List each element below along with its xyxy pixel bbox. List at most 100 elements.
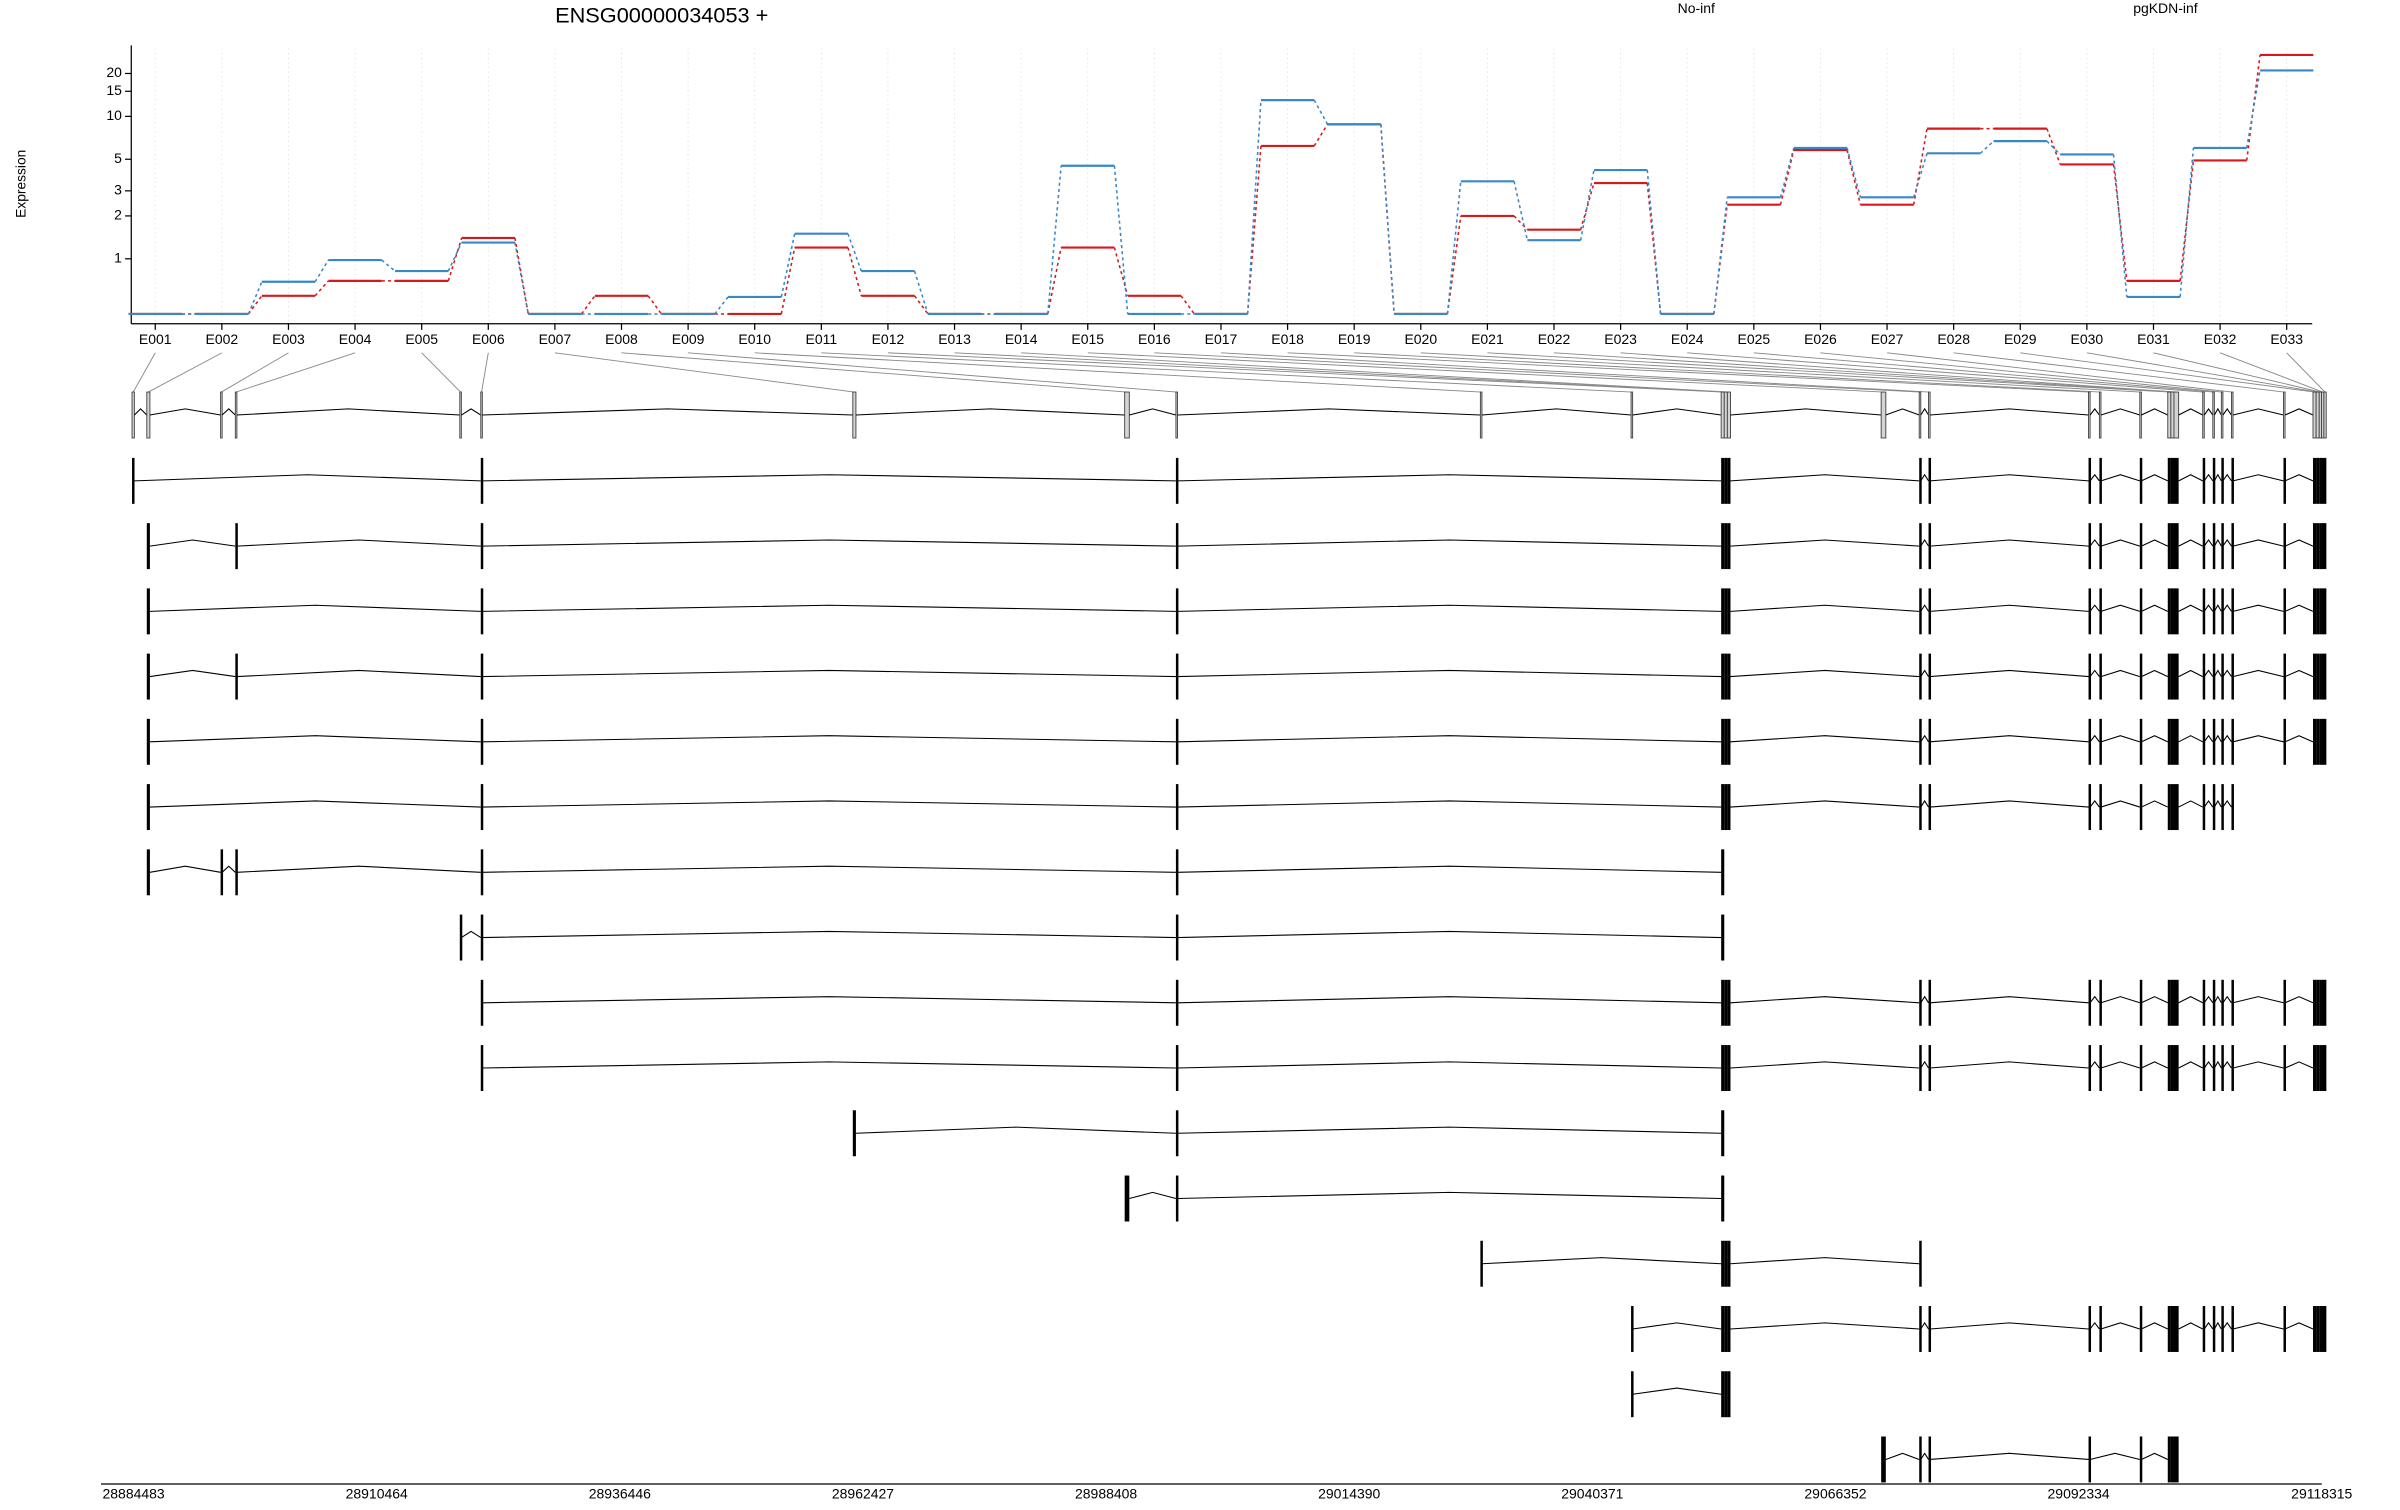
intron <box>2100 735 2140 743</box>
intron <box>2089 1321 2100 1330</box>
transcript-exon <box>2212 718 2216 765</box>
transcript-exon <box>2170 979 2174 1026</box>
transcript-exon <box>2173 588 2179 635</box>
exon-connector <box>421 352 461 393</box>
intron <box>482 408 853 416</box>
intron <box>1177 669 1722 678</box>
intron <box>2089 995 2100 1004</box>
intron <box>1177 930 1722 939</box>
step-connector <box>1180 295 1195 315</box>
intron <box>2141 474 2168 482</box>
intron <box>2222 734 2232 743</box>
transcript-exon <box>2283 718 2286 765</box>
y-tick-label: 5 <box>114 150 122 166</box>
transcript-exon <box>2139 979 2143 1026</box>
intron <box>1177 474 1722 482</box>
transcript-exon <box>2173 979 2179 1026</box>
x-tick-label: E006 <box>472 331 505 347</box>
step-connector <box>247 295 263 315</box>
transcript-exon <box>480 718 484 765</box>
intron <box>2089 473 2100 482</box>
intron <box>1920 669 1930 677</box>
intron <box>2178 996 2203 1004</box>
transcript-exon <box>1724 653 1728 700</box>
intron <box>482 474 1176 482</box>
x-tick-label: E031 <box>2137 331 2170 347</box>
model-exon <box>2315 391 2320 439</box>
transcript-exon <box>1724 1306 1728 1352</box>
intron <box>482 865 1176 873</box>
intron <box>1920 604 1930 612</box>
x-tick-label: E020 <box>1404 331 1437 347</box>
y-tick-label: 3 <box>114 182 122 198</box>
x-tick-label: 29040371 <box>1561 1485 1623 1501</box>
intron <box>236 669 481 678</box>
transcript-exon <box>2139 653 2143 700</box>
intron <box>2222 995 2232 1004</box>
model-exon <box>2323 391 2327 439</box>
exon-connector <box>688 352 1177 393</box>
intron <box>2203 539 2214 547</box>
intron <box>1730 539 1920 547</box>
x-tick-label: 29092334 <box>2048 1485 2110 1501</box>
chart-title: ENSG00000034053 + <box>555 3 768 28</box>
transcript-exon <box>1727 1306 1731 1352</box>
intron <box>2213 669 2222 677</box>
transcript-exon <box>1721 1175 1725 1222</box>
exon-connector <box>2219 352 2323 393</box>
transcript-exon <box>1175 1110 1179 1157</box>
intron <box>2284 1061 2314 1069</box>
transcript-exon <box>1721 588 1725 635</box>
x-tick-label: E030 <box>2071 331 2104 347</box>
intron <box>2141 1061 2168 1069</box>
intron <box>2141 408 2168 416</box>
intron <box>134 474 481 482</box>
intron <box>482 735 1176 743</box>
intron <box>2178 669 2203 678</box>
intron <box>1730 604 1920 612</box>
transcript-exon <box>146 849 150 896</box>
transcript-exon <box>2313 1306 2317 1352</box>
intron <box>2100 1322 2140 1330</box>
exon-connector <box>1087 352 1884 393</box>
transcript-exon <box>1631 1371 1634 1418</box>
x-tick-label: E027 <box>1871 331 1904 347</box>
intron <box>855 1126 1176 1134</box>
transcript-exon <box>2139 457 2143 504</box>
intron <box>2178 539 2203 547</box>
transcript-exon <box>1724 979 1728 1026</box>
transcript-exon <box>1721 784 1725 831</box>
model-exon <box>2088 391 2091 439</box>
exon-connector <box>235 352 356 393</box>
intron <box>1730 1257 1920 1265</box>
x-tick-label: E026 <box>1804 331 1837 347</box>
transcript-exon <box>2202 1045 2206 1091</box>
transcript-exon <box>480 849 484 896</box>
transcript-exon <box>2173 718 2179 765</box>
transcript-exon <box>2212 588 2216 635</box>
intron <box>2100 996 2140 1004</box>
transcript-exon <box>1175 979 1179 1026</box>
x-tick-label: E033 <box>2270 331 2303 347</box>
transcript-exon <box>2323 1045 2327 1091</box>
step-connector <box>1779 149 1795 205</box>
transcript-exon <box>146 523 150 570</box>
intron <box>482 1061 1176 1069</box>
transcript-exon <box>1727 653 1731 700</box>
step-connector <box>1047 247 1062 315</box>
intron <box>236 408 460 416</box>
step-connector <box>847 247 863 296</box>
intron <box>2100 539 2140 547</box>
intron <box>1177 1061 1722 1069</box>
intron <box>2232 735 2284 743</box>
transcript-exon <box>1919 784 1922 831</box>
y-tick-label: 1 <box>114 250 122 266</box>
transcript-exon <box>146 718 150 765</box>
transcript-exon <box>1124 1175 1130 1222</box>
transcript-exon <box>1480 1240 1483 1287</box>
model-exon <box>1918 391 1922 439</box>
x-tick-label: E012 <box>872 331 905 347</box>
transcript-exon <box>2319 718 2322 765</box>
transcript-exon <box>2167 457 2171 504</box>
model-exon <box>2220 391 2224 439</box>
